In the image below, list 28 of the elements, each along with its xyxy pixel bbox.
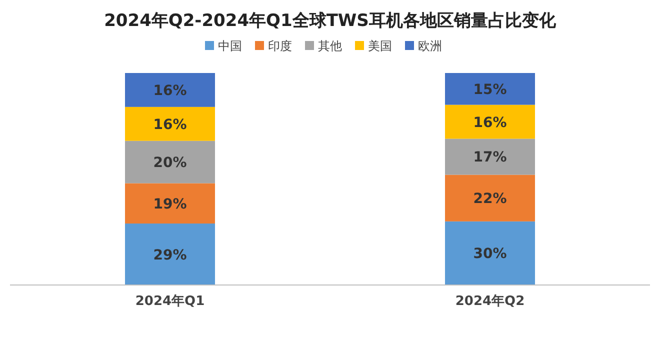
bar xyxy=(445,73,535,105)
chart-title: 2024年Q2-2024年Q1全球TWS耳机各地区销量占比变化 xyxy=(104,11,557,31)
bar xyxy=(125,73,215,107)
data-label: 15% xyxy=(473,82,507,98)
bar xyxy=(125,140,215,184)
bar xyxy=(445,104,535,139)
bar xyxy=(445,138,535,175)
data-label: 19% xyxy=(153,196,187,212)
bar xyxy=(125,106,215,141)
bar xyxy=(445,221,535,285)
data-label: 22% xyxy=(473,191,507,208)
data-label: 16% xyxy=(153,116,187,133)
legend-label: 其他 xyxy=(318,39,342,53)
legend-label: 欧洲 xyxy=(418,39,442,53)
data-label: 17% xyxy=(473,150,507,166)
legend-label: 中国 xyxy=(218,39,242,53)
bar xyxy=(445,174,535,222)
bar xyxy=(125,224,215,285)
data-label: 29% xyxy=(153,247,187,264)
x-tick-label: 2024年Q1 xyxy=(135,294,205,309)
data-label: 16% xyxy=(473,114,507,131)
data-label: 20% xyxy=(153,155,187,172)
x-tick-label: 2024年Q2 xyxy=(455,294,525,309)
legend-label: 美国 xyxy=(368,39,392,53)
legend-label: 印度 xyxy=(268,39,292,53)
bar xyxy=(125,183,215,224)
data-label: 16% xyxy=(153,82,187,99)
data-label: 30% xyxy=(473,246,507,262)
